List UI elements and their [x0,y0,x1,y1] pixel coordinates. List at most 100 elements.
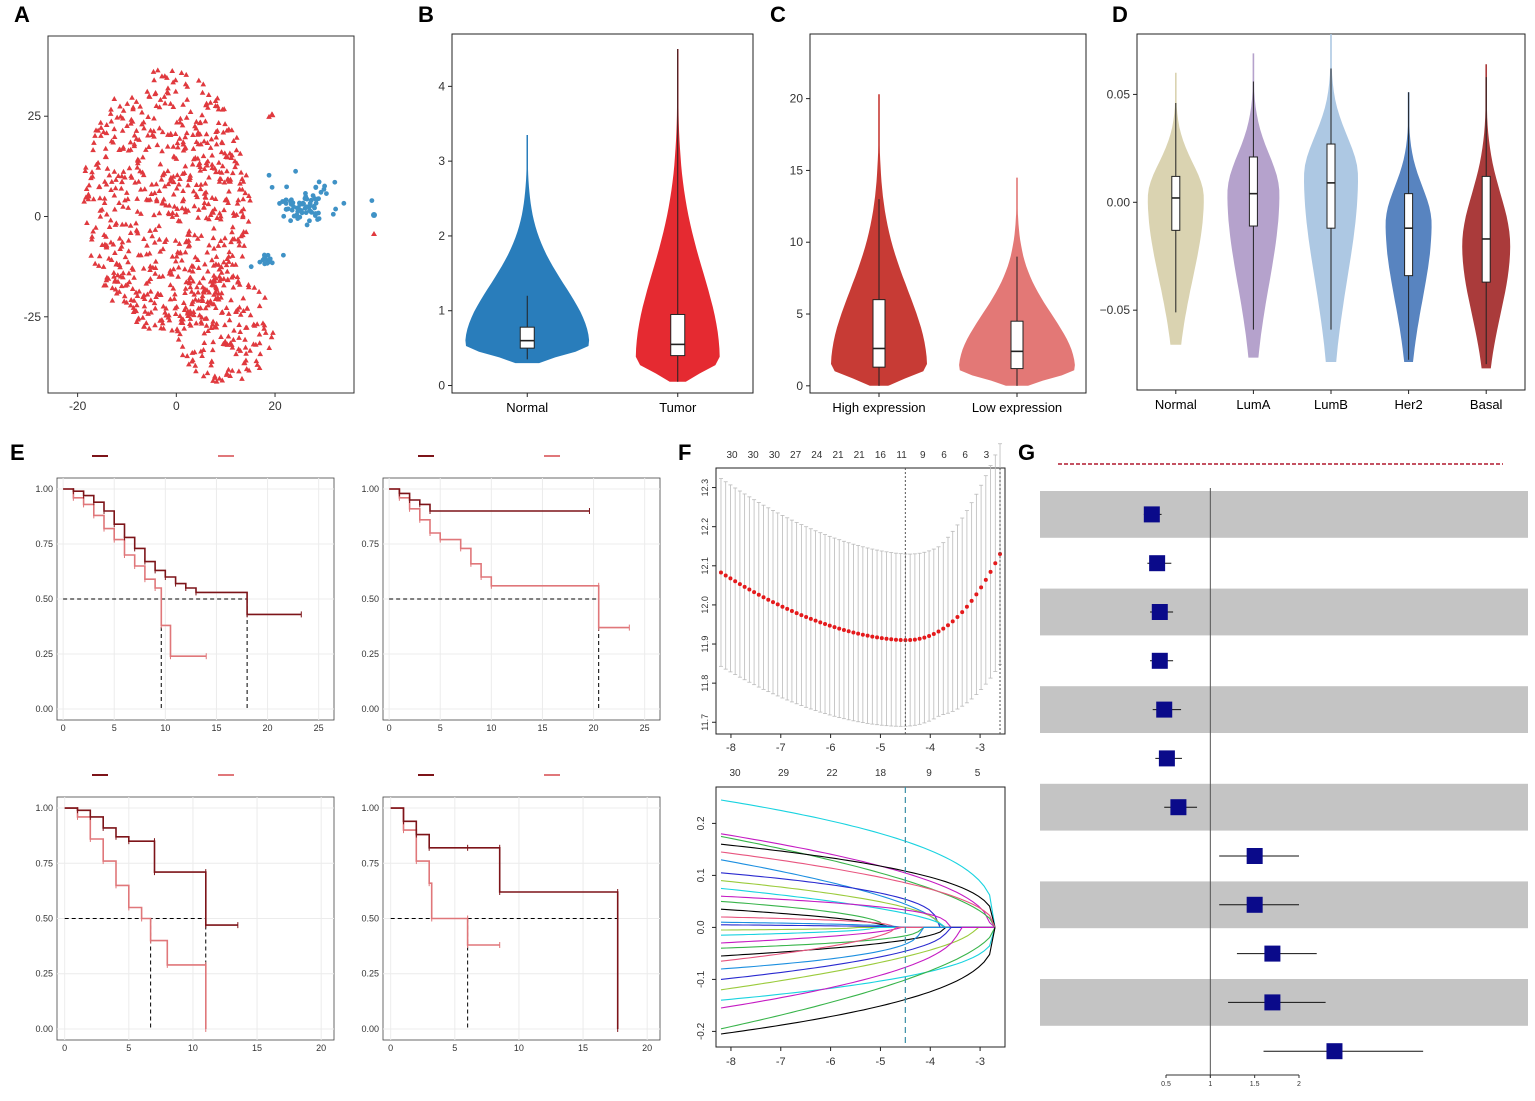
point-normal [294,205,300,211]
point-tumor [203,322,210,328]
point-tumor [111,133,118,139]
x-tick-label: Tumor [659,400,697,415]
point-tumor [204,370,211,376]
point-tumor [95,164,102,170]
point-tumor [173,185,180,191]
plot-frame [715,467,1006,735]
point-tumor [141,186,148,192]
cv-point [969,598,974,603]
point-tumor [195,206,202,212]
point-tumor [163,202,169,208]
point-tumor [211,225,217,231]
point-tumor [162,100,168,106]
point-tumor [127,146,134,152]
cv-point [728,576,733,581]
point-tumor [223,154,229,160]
point-tumor [219,163,226,169]
point-tumor [85,196,92,202]
point-tumor [198,232,205,238]
point-tumor [177,115,184,121]
point-tumor [222,121,228,127]
x-tick-label: Normal [1155,397,1197,412]
point-tumor [165,85,171,91]
y-tick-label: 0.25 [35,649,53,659]
point-tumor [127,302,134,308]
cv-point [917,636,922,641]
panel-f-coef-path: -8 -7 -6 -5 -4 -3 -0.2 -0.1 0.0 0.1 0.2 30 29 22 18 9 5 [696,768,1006,1068]
point-tumor [181,325,187,331]
point-tumor [175,273,181,279]
cv-point [723,573,728,578]
point-tumor [221,179,228,185]
point-tumor [153,196,160,202]
point-tumor [139,109,145,115]
point-normal [333,206,339,212]
point-tumor [103,154,109,160]
point-tumor [202,118,209,124]
point-tumor [214,103,221,109]
cv-point [775,602,780,607]
point-tumor [233,211,240,217]
point-tumor [245,218,252,224]
point-tumor [166,317,173,323]
point-tumor [195,264,202,270]
x-tick-label: 5 [452,1043,457,1053]
panel-label-f: F [678,440,691,465]
point-tumor [186,231,193,237]
point-tumor [144,291,151,297]
point-tumor [143,320,150,326]
point-tumor [201,138,207,144]
point-tumor [152,226,159,232]
point-tumor [214,127,221,133]
point-tumor [159,148,165,154]
point-tumor [141,303,148,309]
point-tumor [111,192,118,198]
point-tumor [230,284,237,290]
top-count-label: 29 [778,768,790,779]
point-tumor [90,196,97,202]
point-tumor [229,261,236,267]
point-tumor [141,125,147,131]
point-tumor [171,203,178,209]
cv-point [841,627,846,632]
point-tumor [184,130,190,136]
cv-point [945,623,950,628]
point-tumor [173,303,180,309]
point-tumor [127,229,134,235]
point-tumor [222,150,228,156]
point-tumor [199,296,205,302]
y-tick-label: 0.00 [35,704,53,714]
point-tumor [230,336,237,342]
point-tumor [159,129,166,135]
point-tumor [177,331,183,337]
point-tumor [176,135,183,141]
point-tumor [139,121,145,127]
point-tumor [122,282,129,288]
point-tumor [100,129,107,135]
point-tumor [215,242,222,248]
top-count-label: 6 [962,450,968,461]
coef-path [720,851,996,928]
point-tumor [171,295,178,301]
point-tumor [240,178,247,184]
point-tumor [133,220,139,226]
y-tick-label: 12.1 [700,557,710,575]
x-tick-label: LumB [1314,397,1348,412]
point-tumor [159,316,165,322]
point-tumor [229,224,236,230]
x-tick-label: 20 [316,1043,326,1053]
point-tumor [256,340,263,346]
point-tumor [117,103,123,109]
point-tumor [156,210,163,216]
point-tumor [187,274,193,280]
point-tumor [195,289,201,295]
km-curve-high [63,488,302,616]
point-tumor [117,113,124,119]
point-tumor [151,212,157,218]
point-tumor [213,305,219,311]
point-tumor [256,288,262,294]
point-tumor [165,168,171,174]
point-tumor [201,330,208,336]
point-tumor [177,250,183,256]
point-tumor [119,178,125,184]
